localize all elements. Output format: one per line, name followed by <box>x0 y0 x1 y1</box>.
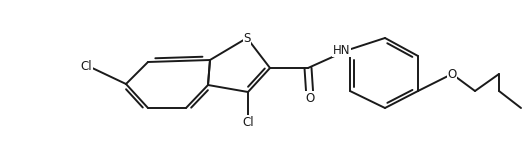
Text: O: O <box>447 67 457 81</box>
Text: HN: HN <box>333 43 350 57</box>
Text: S: S <box>243 31 251 45</box>
Text: O: O <box>305 92 315 105</box>
Text: Cl: Cl <box>242 116 254 129</box>
Text: Cl: Cl <box>80 59 92 73</box>
